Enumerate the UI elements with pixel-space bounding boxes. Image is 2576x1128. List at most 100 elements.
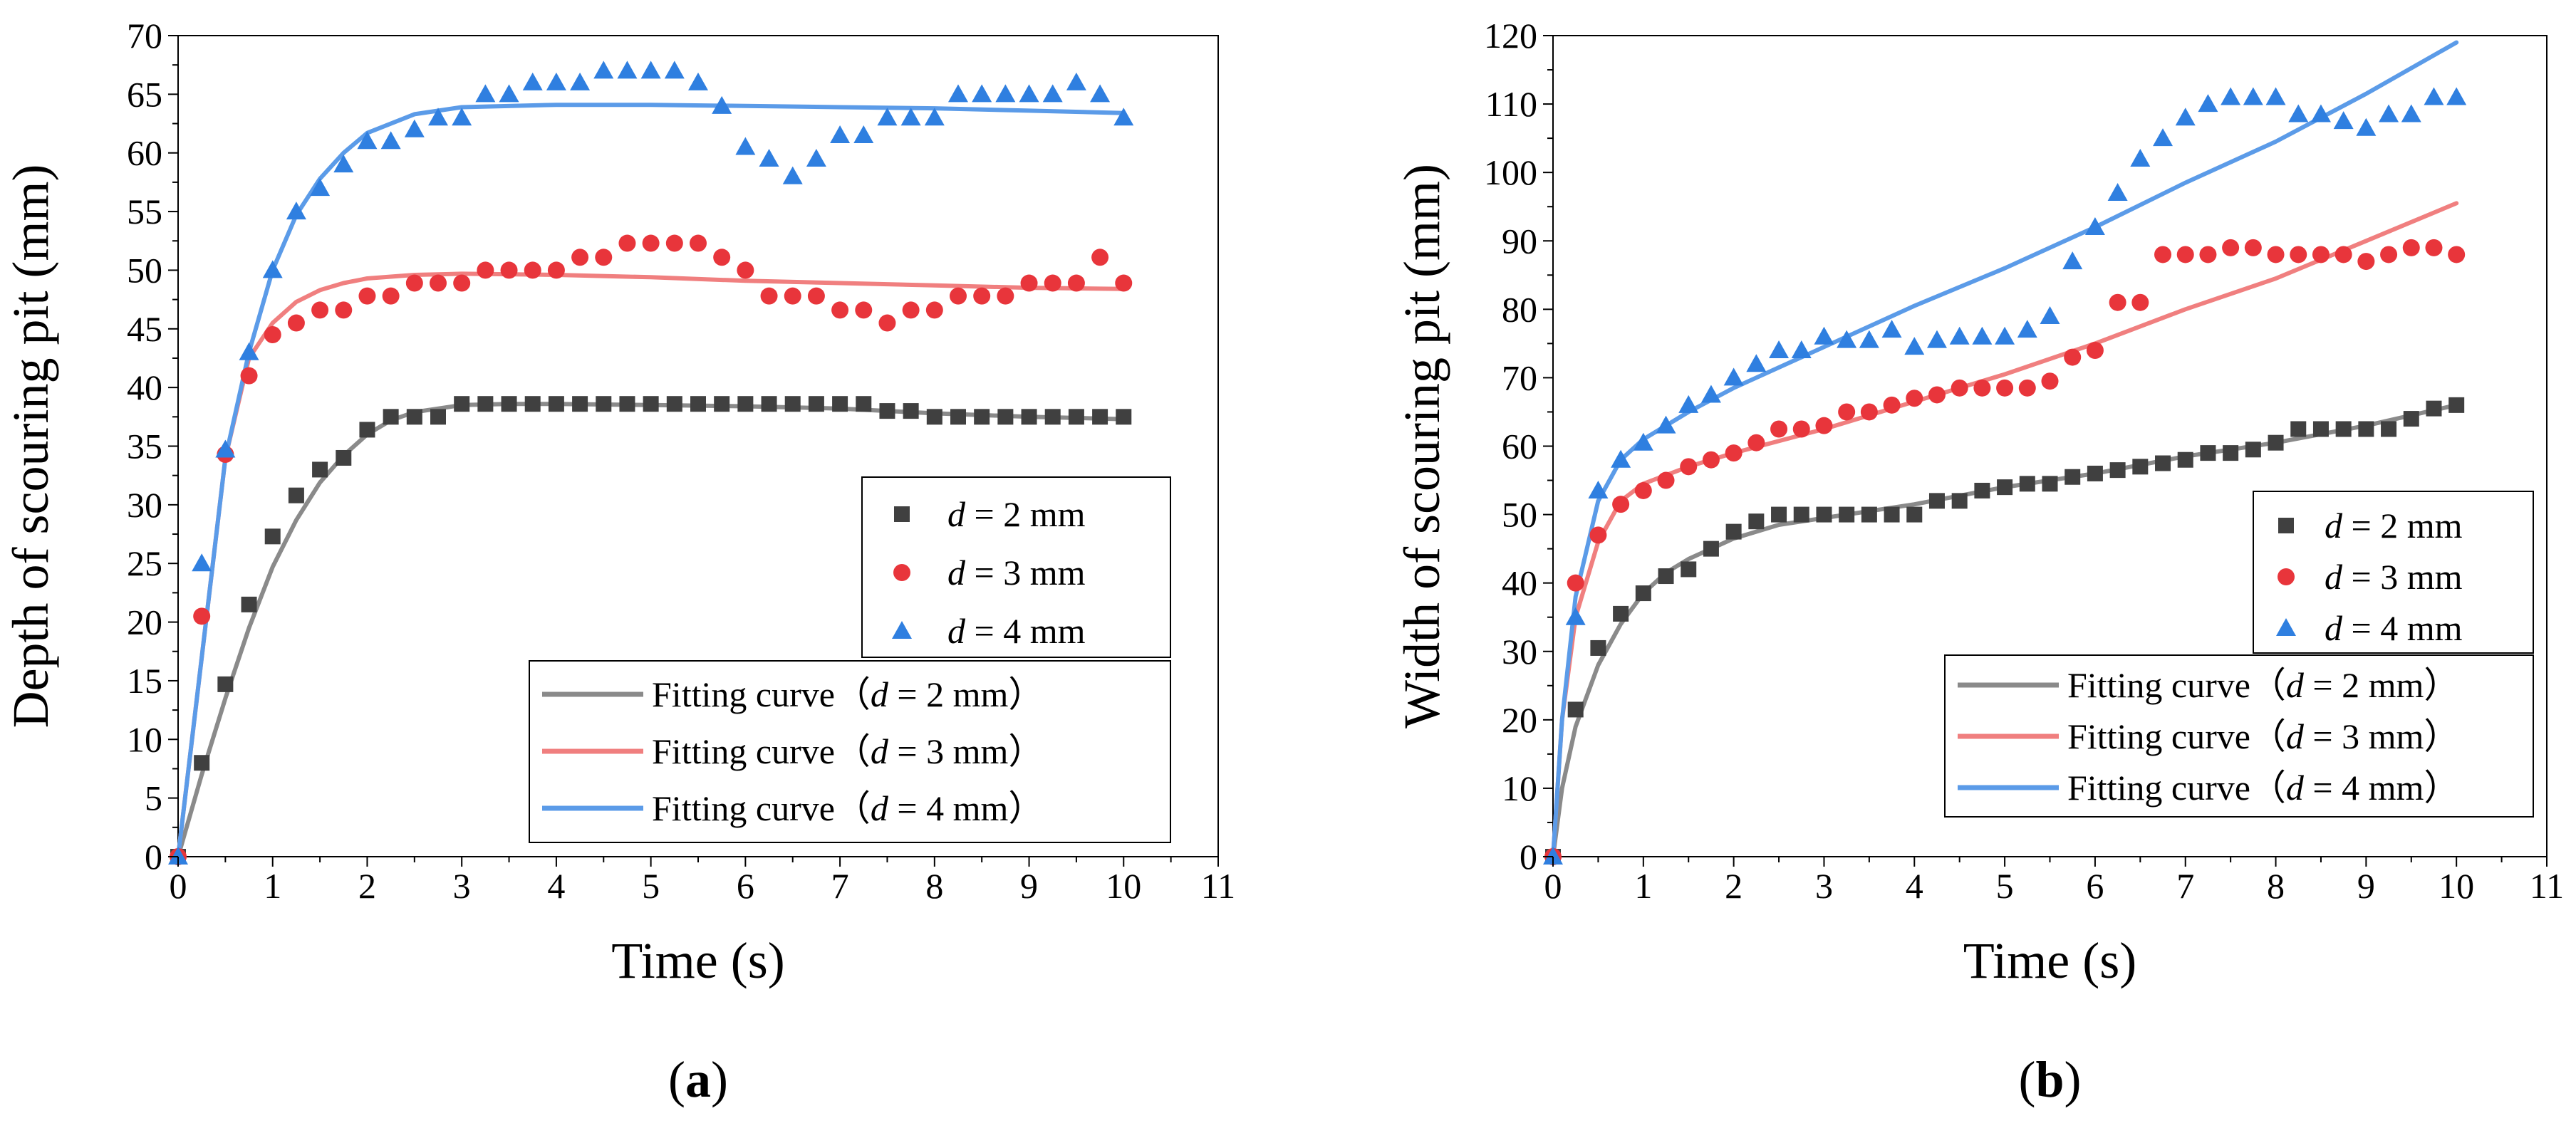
data-point-d3 bbox=[500, 261, 518, 279]
data-point-d3 bbox=[1725, 444, 1743, 462]
data-point-d2 bbox=[2177, 451, 2193, 468]
y-tick-label: 65 bbox=[127, 74, 162, 114]
data-point-d3 bbox=[1612, 496, 1630, 513]
data-point-d3 bbox=[2267, 246, 2285, 263]
data-point-d2 bbox=[926, 409, 942, 425]
data-point-d2 bbox=[1951, 493, 1968, 509]
data-point-d2 bbox=[477, 396, 494, 412]
data-point-d4 bbox=[499, 84, 519, 103]
y-axis-label-b: Width of scouring pit (mm) bbox=[1393, 164, 1450, 728]
data-point-d2 bbox=[241, 596, 257, 612]
y-tick-label: 120 bbox=[1484, 16, 1537, 56]
data-point-d2 bbox=[761, 396, 777, 412]
legend-fit-a: Fitting curve（d = 2 mm） Fitting curve（d =… bbox=[529, 660, 1171, 843]
x-tick-label: 11 bbox=[1201, 866, 1235, 906]
legend-marker-d4 bbox=[892, 621, 912, 639]
data-point-d3 bbox=[1657, 471, 1675, 489]
data-point-d4 bbox=[1949, 326, 1970, 345]
y-tick-label: 50 bbox=[127, 250, 162, 290]
data-point-d2 bbox=[643, 396, 659, 412]
legend-fit-b: Fitting curve（d = 2 mm） Fitting curve（d =… bbox=[1944, 654, 2534, 818]
x-tick-label: 10 bbox=[1106, 866, 1141, 906]
data-point-d3 bbox=[595, 249, 613, 266]
data-point-d4 bbox=[2221, 87, 2241, 105]
data-point-d4 bbox=[404, 119, 425, 137]
data-point-d4 bbox=[2265, 87, 2286, 105]
y-tick-label: 5 bbox=[145, 778, 162, 818]
data-point-d2 bbox=[430, 409, 446, 425]
y-tick-label: 10 bbox=[1502, 768, 1537, 808]
data-point-d4 bbox=[310, 178, 331, 197]
y-tick-label: 70 bbox=[1502, 357, 1537, 397]
data-point-d3 bbox=[453, 274, 471, 292]
data-point-d2 bbox=[2381, 421, 2397, 437]
data-point-d3 bbox=[477, 261, 494, 279]
data-point-d2 bbox=[1839, 506, 1855, 523]
data-point-d2 bbox=[2448, 397, 2465, 413]
data-point-d4 bbox=[1904, 337, 1925, 355]
data-point-d2 bbox=[1567, 701, 1584, 718]
data-point-d3 bbox=[997, 287, 1014, 305]
data-point-d3 bbox=[690, 234, 707, 252]
data-point-d2 bbox=[1635, 585, 1651, 602]
data-point-d2 bbox=[1997, 479, 2013, 496]
data-point-d2 bbox=[950, 409, 966, 425]
data-point-d2 bbox=[383, 409, 399, 425]
data-point-d4 bbox=[546, 72, 566, 90]
data-point-d3 bbox=[2018, 379, 2036, 397]
data-point-d2 bbox=[832, 396, 848, 412]
legend-label-fit-d3: Fitting curve（d = 3 mm） bbox=[2067, 716, 2459, 756]
y-tick-label: 55 bbox=[127, 192, 162, 231]
data-point-d4 bbox=[2401, 104, 2421, 122]
data-point-d4 bbox=[2243, 87, 2263, 105]
data-point-d3 bbox=[547, 261, 565, 279]
data-point-d2 bbox=[903, 403, 919, 419]
data-point-d4 bbox=[2153, 128, 2174, 147]
data-point-d4 bbox=[1588, 480, 1609, 498]
legend-label-d3: d = 3 mm bbox=[2325, 557, 2463, 597]
y-tick-label: 40 bbox=[127, 367, 162, 407]
data-point-d4 bbox=[735, 137, 756, 155]
x-tick-label: 1 bbox=[1634, 866, 1652, 906]
data-point-d4 bbox=[2333, 111, 2354, 130]
data-point-d3 bbox=[665, 234, 683, 252]
y-tick-label: 70 bbox=[127, 16, 162, 56]
data-point-d4 bbox=[215, 439, 236, 458]
data-point-d3 bbox=[1906, 390, 1923, 407]
data-point-d4 bbox=[2084, 217, 2105, 236]
x-tick-label: 11 bbox=[2530, 866, 2564, 906]
data-point-d3 bbox=[2064, 348, 2082, 366]
data-point-d4 bbox=[1926, 330, 1947, 348]
data-point-d3 bbox=[925, 301, 943, 319]
data-point-d3 bbox=[1883, 396, 1901, 414]
x-tick-label: 2 bbox=[358, 866, 376, 906]
data-point-d3 bbox=[2109, 293, 2126, 311]
data-point-d4 bbox=[2424, 87, 2444, 105]
data-point-d4 bbox=[1611, 449, 1631, 468]
data-point-d2 bbox=[2109, 462, 2126, 479]
data-point-d3 bbox=[831, 301, 849, 319]
x-tick-label: 8 bbox=[925, 866, 943, 906]
data-point-d4 bbox=[1881, 320, 1902, 338]
data-point-d3 bbox=[2380, 246, 2398, 263]
data-point-d3 bbox=[1634, 481, 1652, 499]
data-point-d3 bbox=[1928, 386, 1946, 404]
data-point-d4 bbox=[806, 148, 826, 167]
data-point-d2 bbox=[2065, 469, 2081, 485]
data-point-d2 bbox=[1771, 506, 1787, 523]
data-point-d4 bbox=[2017, 320, 2037, 338]
data-point-d4 bbox=[1995, 326, 2015, 345]
data-point-d2 bbox=[1906, 506, 1923, 523]
data-point-d2 bbox=[1928, 493, 1945, 509]
data-point-d3 bbox=[2448, 246, 2466, 263]
x-tick-label: 0 bbox=[170, 866, 187, 906]
y-tick-label: 0 bbox=[1520, 837, 1537, 877]
data-point-d4 bbox=[924, 108, 945, 126]
x-tick-label: 7 bbox=[831, 866, 849, 906]
data-point-d4 bbox=[2175, 108, 2196, 126]
panel-label-b: (b) bbox=[2018, 1051, 2081, 1108]
data-point-d4 bbox=[640, 61, 661, 79]
data-point-d2 bbox=[2223, 445, 2239, 461]
data-point-d4 bbox=[900, 108, 921, 126]
